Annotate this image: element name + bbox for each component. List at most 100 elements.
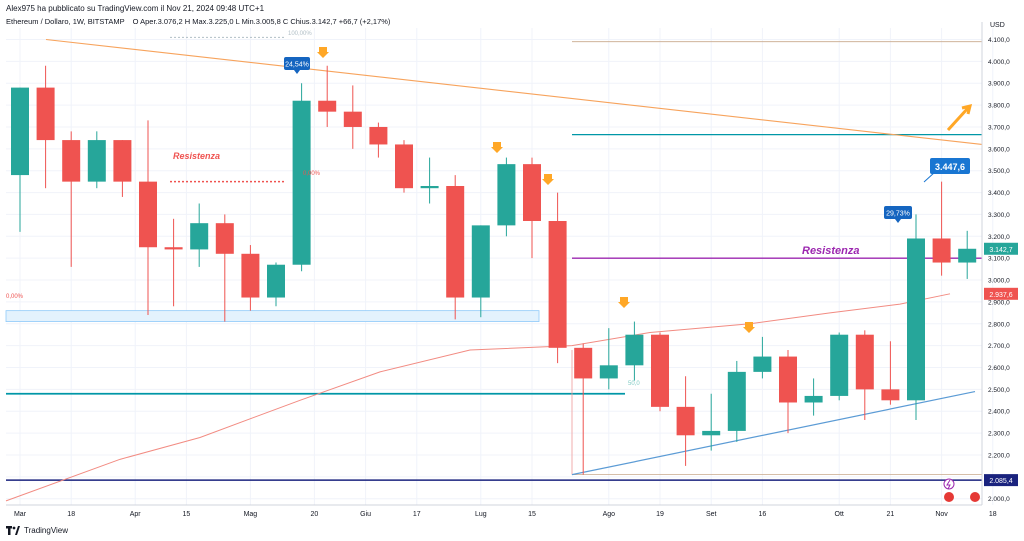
candle bbox=[651, 332, 669, 412]
candle bbox=[318, 65, 337, 127]
y-tick-label: 2.300,0 bbox=[988, 431, 1010, 438]
y-tick-label: 3.000,0 bbox=[988, 278, 1010, 285]
x-tick-label: 18 bbox=[67, 511, 75, 518]
y-tick-label: 3.400,0 bbox=[988, 190, 1010, 197]
candle-body bbox=[727, 371, 746, 431]
candle bbox=[804, 378, 823, 416]
fib-label-0-mid: 0,00% bbox=[303, 171, 321, 177]
candle bbox=[548, 192, 567, 364]
resistance-label-left: Resistenza bbox=[173, 151, 220, 161]
candle bbox=[471, 225, 490, 318]
candle-body bbox=[36, 87, 55, 141]
candle bbox=[676, 376, 695, 466]
candle bbox=[62, 131, 81, 267]
candle-body bbox=[779, 356, 797, 403]
candle-body bbox=[574, 347, 593, 379]
fib-label-50: 50,0 bbox=[628, 381, 640, 387]
candle-body bbox=[241, 253, 260, 298]
y-tick-label: 2.000,0 bbox=[988, 496, 1010, 503]
y-tick-label: 3.200,0 bbox=[988, 234, 1010, 241]
down-arrow-icon bbox=[317, 47, 329, 58]
candle-body bbox=[855, 334, 874, 390]
currency-label: USD bbox=[990, 22, 1005, 29]
brand-label[interactable]: TradingView bbox=[24, 526, 69, 535]
candle bbox=[881, 341, 900, 405]
x-tick-label: Nov bbox=[935, 511, 948, 518]
x-tick-label: Mag bbox=[244, 511, 258, 518]
callout-value: 3.447,6 bbox=[935, 162, 965, 172]
x-tick-label: Giu bbox=[360, 511, 371, 518]
candle-body bbox=[11, 87, 29, 176]
candle bbox=[36, 65, 55, 189]
candle-body bbox=[395, 144, 413, 189]
candle-body bbox=[113, 140, 132, 182]
us-flag-event-icon bbox=[944, 492, 954, 502]
candle-body bbox=[139, 181, 157, 248]
y-tick-label: 3.700,0 bbox=[988, 124, 1010, 131]
x-tick-label: Apr bbox=[130, 511, 142, 518]
fib-label-100: 100,00% bbox=[288, 31, 312, 37]
candle bbox=[87, 131, 106, 189]
y-tick-label: 2.900,0 bbox=[988, 299, 1010, 306]
candle bbox=[446, 175, 465, 320]
fib-label-0-left: 0,00% bbox=[6, 294, 24, 300]
candle-body bbox=[830, 334, 849, 396]
candle-body bbox=[907, 238, 925, 401]
pct-badge-2-bg bbox=[884, 206, 912, 219]
y-tick-label: 3.100,0 bbox=[988, 256, 1010, 263]
candle-body bbox=[446, 186, 465, 298]
y-tick-label: 3.300,0 bbox=[988, 212, 1010, 219]
x-tick-label: 18 bbox=[989, 511, 997, 518]
ohlc-values: O Aper.3.076,2 H Max.3.225,0 L Min.3.005… bbox=[132, 17, 391, 26]
grid bbox=[6, 28, 994, 505]
us-flag-event-icon bbox=[970, 492, 980, 502]
price-tag-now: 3.142,7 bbox=[989, 247, 1012, 254]
candle bbox=[369, 122, 388, 158]
candle-body bbox=[881, 389, 900, 401]
x-tick-label: 17 bbox=[413, 511, 421, 518]
down-arrow-icon bbox=[491, 142, 503, 153]
candle-body bbox=[471, 225, 490, 298]
levels bbox=[5, 36, 983, 502]
candle-body bbox=[497, 164, 516, 226]
x-tick-label: 15 bbox=[528, 511, 536, 518]
callout-bg bbox=[930, 158, 970, 174]
axis: USD2.000,02.100,02.200,02.300,02.400,02.… bbox=[6, 22, 1018, 518]
candle-body bbox=[292, 100, 311, 265]
pct-badge-1-bg bbox=[284, 57, 310, 70]
candle-body bbox=[651, 334, 669, 407]
down-arrow-icon bbox=[743, 322, 755, 333]
pct-badge-1-tip bbox=[294, 70, 300, 74]
candle bbox=[164, 218, 183, 307]
candles bbox=[11, 65, 977, 475]
candle-body bbox=[343, 111, 362, 127]
candle bbox=[932, 181, 951, 276]
y-tick-label: 3.900,0 bbox=[988, 81, 1010, 88]
candle bbox=[702, 393, 721, 451]
candle-body bbox=[215, 223, 234, 254]
y-tick-label: 3.800,0 bbox=[988, 103, 1010, 110]
candle-body bbox=[625, 334, 644, 366]
y-tick-label: 2.700,0 bbox=[988, 343, 1010, 350]
price-tag-support: 2.085,4 bbox=[989, 478, 1012, 485]
candle-body bbox=[420, 186, 439, 189]
candle bbox=[215, 214, 234, 322]
candle-body bbox=[958, 248, 977, 263]
x-tick-label: Lug bbox=[475, 511, 487, 518]
candle bbox=[241, 245, 260, 311]
x-tick-label: Ago bbox=[603, 511, 616, 518]
candle bbox=[830, 332, 849, 401]
candle bbox=[292, 83, 311, 272]
pct-badge-2-tip bbox=[895, 219, 901, 223]
price-tag-ma: 2.937,6 bbox=[989, 292, 1012, 299]
price-tag-now-bg bbox=[984, 242, 1018, 255]
price-tag-support-bg bbox=[984, 474, 1018, 487]
trend-line-down bbox=[45, 38, 983, 146]
symbol-name[interactable]: Ethereum / Dollaro, 1W, BITSTAMP bbox=[6, 17, 125, 26]
candle bbox=[574, 343, 593, 475]
y-tick-label: 4.100,0 bbox=[988, 37, 1010, 44]
candle-body bbox=[267, 264, 285, 298]
pct-badge-1: 24,54% bbox=[285, 62, 309, 69]
candle-body bbox=[190, 223, 209, 250]
